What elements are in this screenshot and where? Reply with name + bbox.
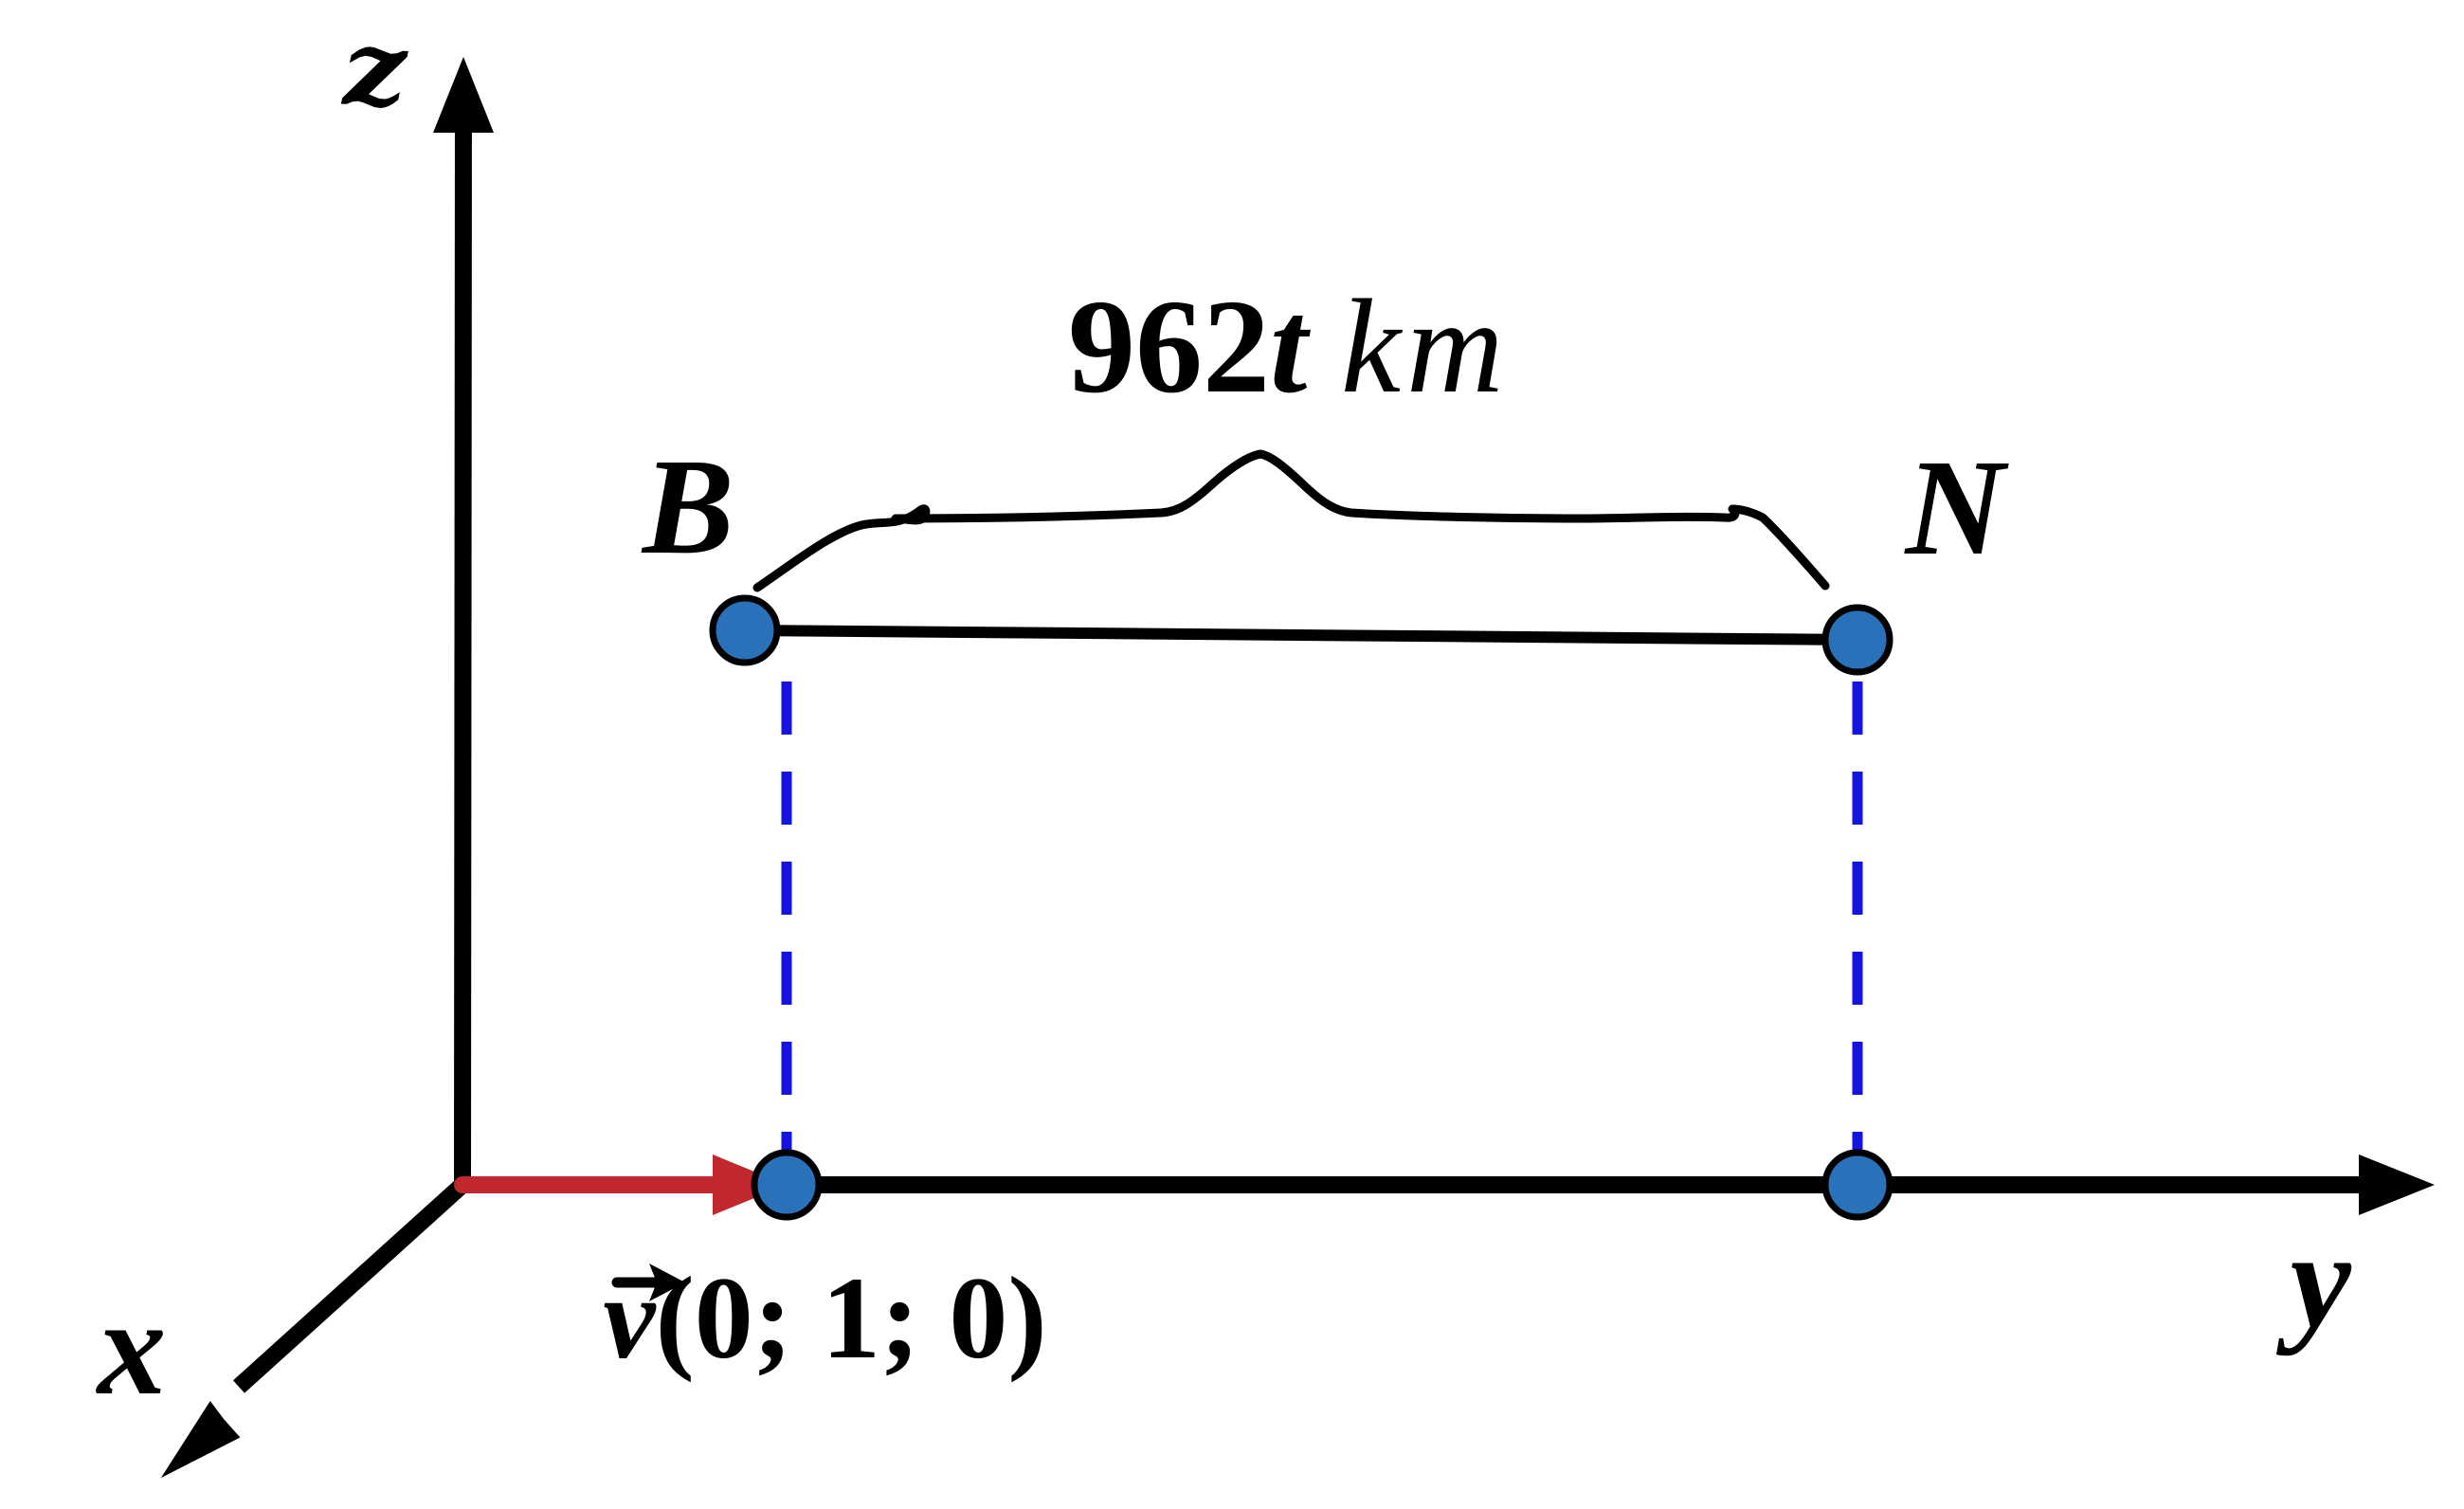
svg-text:962t km: 962t km bbox=[1068, 271, 1510, 421]
